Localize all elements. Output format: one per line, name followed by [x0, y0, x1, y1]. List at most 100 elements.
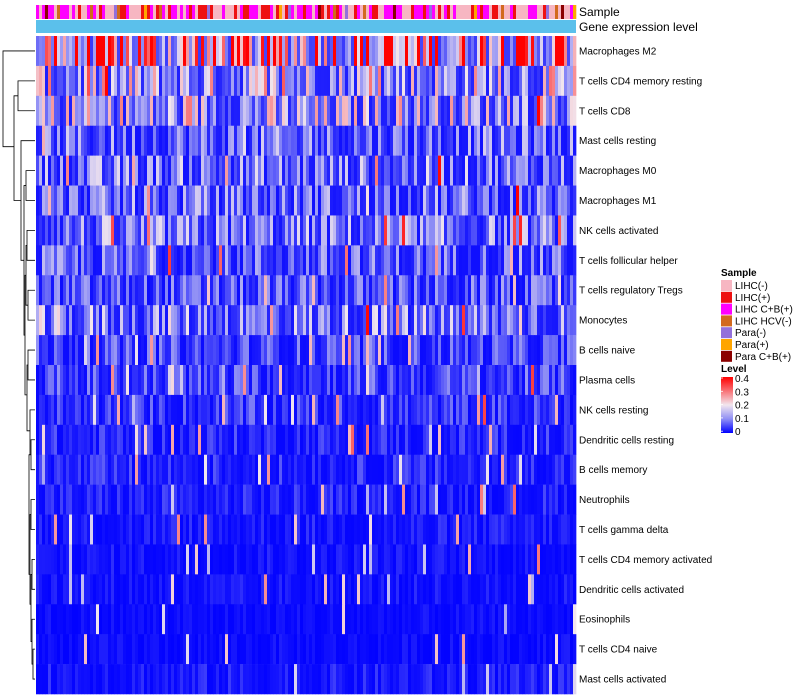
heatmap-cell: [165, 514, 169, 545]
heatmap-cell: [558, 454, 562, 485]
heatmap-cell: [372, 335, 376, 366]
heatmap-cell: [150, 664, 154, 695]
heatmap-cell: [486, 424, 490, 456]
heatmap-cell: [120, 215, 124, 246]
heatmap-cell: [363, 36, 367, 67]
heatmap-cell: [102, 394, 106, 426]
heatmap-cell: [264, 65, 268, 97]
heatmap-cell: [219, 65, 223, 97]
heatmap-cell: [315, 245, 319, 276]
heatmap-cell: [147, 305, 151, 336]
sample-annotation-cell: [57, 5, 61, 19]
heatmap-cell: [492, 335, 496, 366]
heatmap-cell: [66, 365, 70, 396]
heatmap-cell: [546, 245, 550, 276]
heatmap-cell: [558, 65, 562, 97]
heatmap-cell: [267, 394, 271, 426]
heatmap-cell: [348, 245, 352, 276]
heatmap-cell: [450, 574, 454, 605]
heatmap-cell: [69, 95, 73, 127]
heatmap-cell: [291, 125, 295, 156]
heatmap-cell: [291, 245, 295, 276]
heatmap-cell: [465, 335, 469, 366]
heatmap-cell: [75, 335, 79, 366]
heatmap-cell: [411, 36, 415, 67]
heatmap-cell: [84, 245, 88, 276]
heatmap-cell: [495, 544, 499, 575]
heatmap-cell: [330, 664, 334, 695]
heatmap-cell: [198, 454, 202, 485]
heatmap-cell: [42, 365, 46, 396]
heatmap-cell: [93, 65, 97, 97]
heatmap-cell: [171, 125, 175, 156]
dendrogram-branch: [30, 573, 32, 643]
heatmap-cell: [450, 604, 454, 635]
sample-annotation-cell: [246, 5, 250, 19]
heatmap-cell: [450, 275, 454, 306]
heatmap-cell: [147, 514, 151, 545]
heatmap-cell: [414, 604, 418, 635]
heatmap-cell: [252, 454, 256, 485]
heatmap-cell: [309, 125, 313, 156]
heatmap-cell: [573, 65, 577, 97]
heatmap-cell: [501, 185, 505, 216]
heatmap-cell: [417, 454, 421, 485]
heatmap-cell: [72, 394, 76, 426]
heatmap-cell: [552, 275, 556, 306]
heatmap-cell: [480, 95, 484, 127]
heatmap-cell: [234, 275, 238, 306]
heatmap-cell: [198, 215, 202, 246]
heatmap-cell: [501, 36, 505, 67]
heatmap-cell: [459, 95, 463, 127]
heatmap-cell: [150, 155, 154, 186]
heatmap-cell: [504, 394, 508, 426]
heatmap-cell: [297, 634, 301, 665]
heatmap-cell: [516, 155, 520, 186]
heatmap-cell: [297, 305, 301, 336]
heatmap-cell: [525, 125, 529, 156]
heatmap-cell: [285, 634, 289, 665]
heatmap-cell: [528, 454, 532, 485]
heatmap-cell: [303, 335, 307, 366]
heatmap-cell: [315, 424, 319, 456]
heatmap-cell: [39, 544, 43, 575]
heatmap-cell: [93, 95, 97, 127]
heatmap-cell: [234, 365, 238, 396]
heatmap-cell: [117, 604, 121, 635]
heatmap-cell: [117, 634, 121, 665]
heatmap-cell: [447, 155, 451, 186]
heatmap-cell: [420, 245, 424, 276]
heatmap-cell: [444, 245, 448, 276]
heatmap-cell: [90, 424, 94, 456]
heatmap-cell: [393, 484, 397, 515]
heatmap-cell: [72, 185, 76, 216]
heatmap-cell: [147, 394, 151, 426]
heatmap-cell: [150, 484, 154, 515]
heatmap-cell: [552, 574, 556, 605]
heatmap-cell: [306, 125, 310, 156]
heatmap-cell: [477, 36, 481, 67]
heatmap-cell: [276, 215, 280, 246]
heatmap-cell: [348, 604, 352, 635]
heatmap-cell: [144, 424, 148, 456]
heatmap-cell: [255, 185, 259, 216]
heatmap-cell: [273, 514, 277, 545]
heatmap-cell: [345, 365, 349, 396]
heatmap-cell: [99, 185, 103, 216]
heatmap-cell: [273, 305, 277, 336]
heatmap-cell: [309, 634, 313, 665]
heatmap-cell: [438, 604, 442, 635]
heatmap-cell: [138, 95, 142, 127]
row-label: Dendritic cells resting: [579, 435, 674, 446]
heatmap-cell: [312, 36, 316, 67]
heatmap-cell: [273, 185, 277, 216]
heatmap-cell: [411, 664, 415, 695]
heatmap-cell: [78, 574, 82, 605]
heatmap-cell: [507, 544, 511, 575]
heatmap-cell: [420, 664, 424, 695]
heatmap-cell: [570, 245, 574, 276]
heatmap-cell: [267, 454, 271, 485]
heatmap-cell: [507, 424, 511, 456]
heatmap-cell: [231, 634, 235, 665]
sample-annotation-cell: [324, 5, 328, 19]
